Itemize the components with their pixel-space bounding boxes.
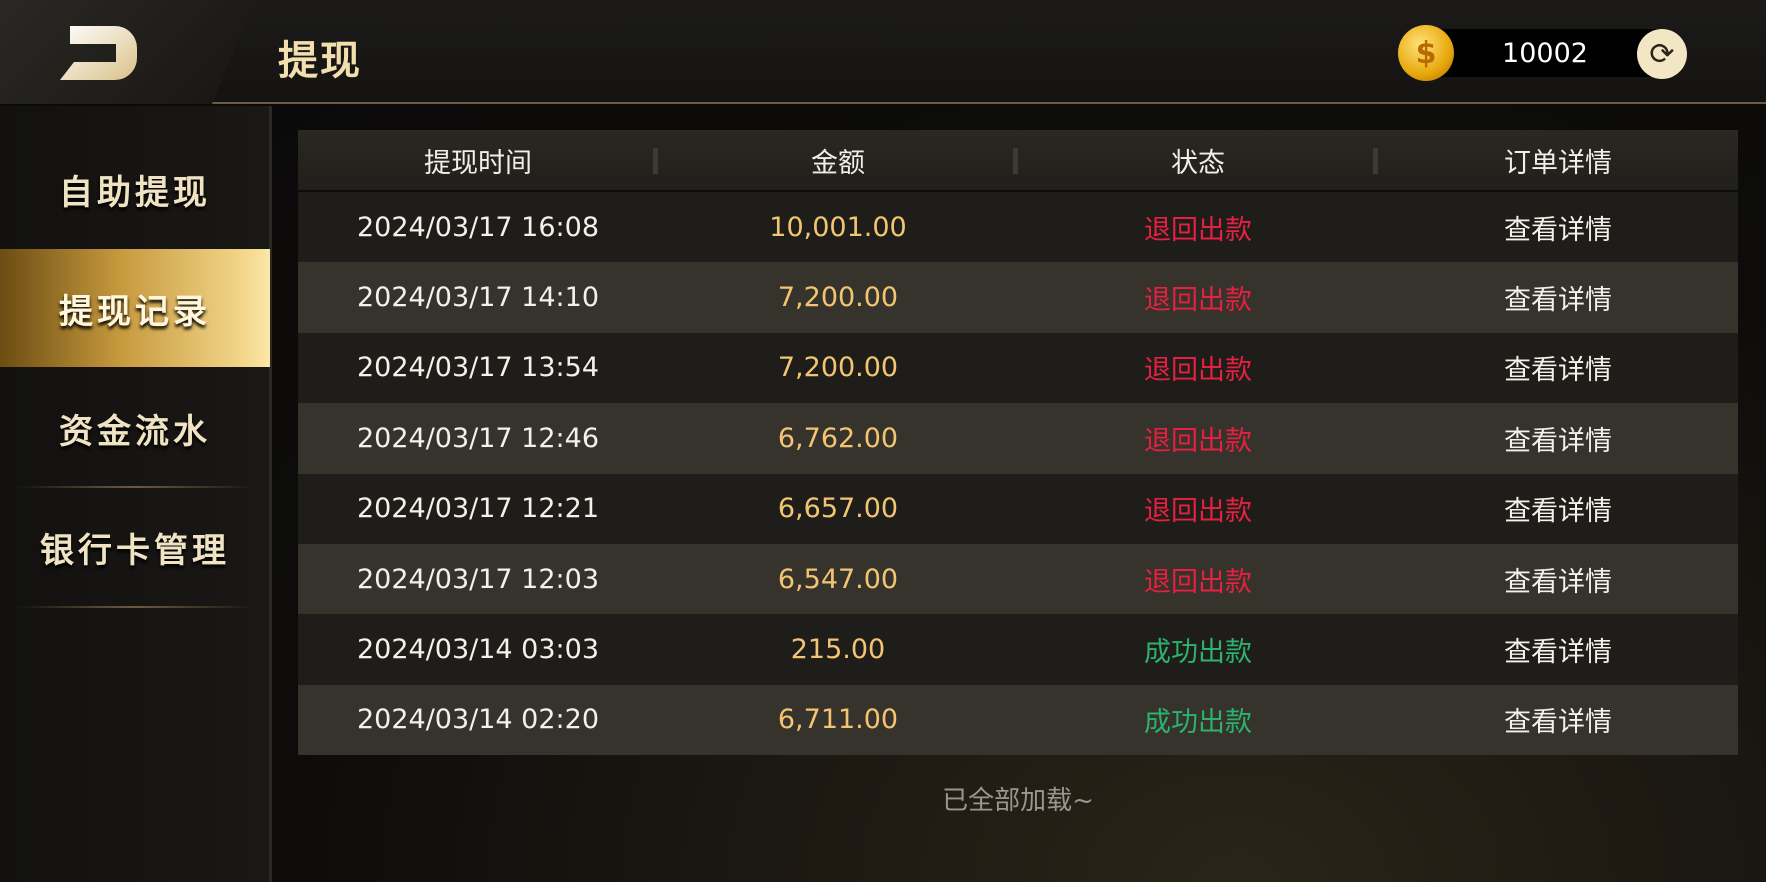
header: 提现 10002 $ ⟳ — [0, 0, 1766, 104]
back-icon[interactable] — [60, 26, 140, 80]
table-row: 2024/03/17 16:08 10,001.00 退回出款 查看详情 — [298, 192, 1738, 263]
table-row: 2024/03/17 13:54 7,200.00 退回出款 查看详情 — [298, 332, 1738, 404]
sidebar: 自助提现 提现记录 资金流水 银行卡管理 — [0, 106, 272, 882]
amount-cell: 6,762.00 — [777, 422, 899, 454]
amount-cell: 7,200.00 — [777, 282, 899, 314]
time-cell: 2024/03/17 13:54 — [356, 352, 599, 384]
status-cell: 成功出款 — [1144, 707, 1252, 739]
view-detail-link[interactable]: 查看详情 — [1504, 425, 1612, 457]
status-cell: 退回出款 — [1144, 496, 1252, 528]
time-cell: 2024/03/14 02:20 — [356, 704, 599, 736]
table-row: 2024/03/17 12:03 6,547.00 退回出款 查看详情 — [298, 543, 1738, 615]
time-cell: 2024/03/17 12:21 — [356, 493, 599, 525]
withdraw-records-table: 提现时间 金额 状态 订单详情 2024/03/17 16:08 10,001.0… — [298, 130, 1738, 756]
refresh-icon[interactable]: ⟳ — [1637, 29, 1687, 79]
view-detail-link[interactable]: 查看详情 — [1504, 496, 1612, 528]
column-header-detail: 订单详情 — [1504, 147, 1612, 179]
view-detail-link[interactable]: 查看详情 — [1504, 566, 1612, 598]
view-detail-link[interactable]: 查看详情 — [1504, 285, 1612, 317]
status-cell: 退回出款 — [1144, 425, 1252, 457]
balance-display: 10002 — [1440, 29, 1660, 77]
view-detail-link[interactable]: 查看详情 — [1504, 707, 1612, 739]
status-cell: 退回出款 — [1144, 355, 1252, 387]
amount-cell: 6,547.00 — [777, 563, 899, 595]
page-title: 提现 — [278, 38, 362, 84]
column-header-amount: 金额 — [658, 130, 1018, 190]
time-cell: 2024/03/17 12:03 — [356, 563, 599, 595]
view-detail-link[interactable]: 查看详情 — [1504, 214, 1612, 246]
amount-cell: 7,200.00 — [777, 352, 899, 384]
amount-cell: 215.00 — [790, 634, 886, 666]
sidebar-item-bank-card[interactable]: 银行卡管理 — [40, 530, 230, 571]
column-header-status: 状态 — [1018, 130, 1378, 190]
status-cell: 退回出款 — [1144, 566, 1252, 598]
load-complete-text: 已全部加载~ — [942, 786, 1094, 816]
table-body: 2024/03/17 16:08 10,001.00 退回出款 查看详情 2024/03… — [298, 192, 1738, 756]
view-detail-link[interactable]: 查看详情 — [1504, 355, 1612, 387]
divider — [15, 606, 255, 608]
sidebar-item-self-withdraw[interactable]: 自助提现 — [59, 172, 211, 213]
amount-cell: 6,711.00 — [777, 704, 899, 736]
time-cell: 2024/03/17 12:46 — [356, 422, 599, 454]
table-row: 2024/03/14 02:20 6,711.00 成功出款 查看详情 — [298, 684, 1738, 756]
status-cell: 退回出款 — [1144, 285, 1252, 317]
table-row: 2024/03/17 12:46 6,762.00 退回出款 查看详情 — [298, 403, 1738, 474]
table-row: 2024/03/17 12:21 6,657.00 退回出款 查看详情 — [298, 473, 1738, 544]
status-cell: 成功出款 — [1144, 637, 1252, 669]
time-cell: 2024/03/17 14:10 — [356, 282, 599, 314]
table-row: 2024/03/17 14:10 7,200.00 退回出款 查看详情 — [298, 262, 1738, 333]
sidebar-item-withdraw-records[interactable]: 提现记录 — [0, 249, 270, 367]
table-row: 2024/03/14 03:03 215.00 成功出款 查看详情 — [298, 614, 1738, 685]
column-header-time: 提现时间 — [298, 130, 658, 190]
time-cell: 2024/03/17 16:08 — [356, 211, 599, 243]
back-area — [0, 0, 255, 104]
view-detail-link[interactable]: 查看详情 — [1504, 637, 1612, 669]
status-cell: 退回出款 — [1144, 214, 1252, 246]
amount-cell: 10,001.00 — [769, 211, 907, 243]
dollar-coin-icon: $ — [1398, 25, 1454, 81]
amount-cell: 6,657.00 — [777, 493, 899, 525]
table-header: 提现时间 金额 状态 订单详情 — [298, 130, 1738, 192]
time-cell: 2024/03/14 03:03 — [356, 634, 599, 666]
sidebar-item-fund-flow[interactable]: 资金流水 — [59, 411, 211, 452]
divider — [15, 486, 255, 488]
